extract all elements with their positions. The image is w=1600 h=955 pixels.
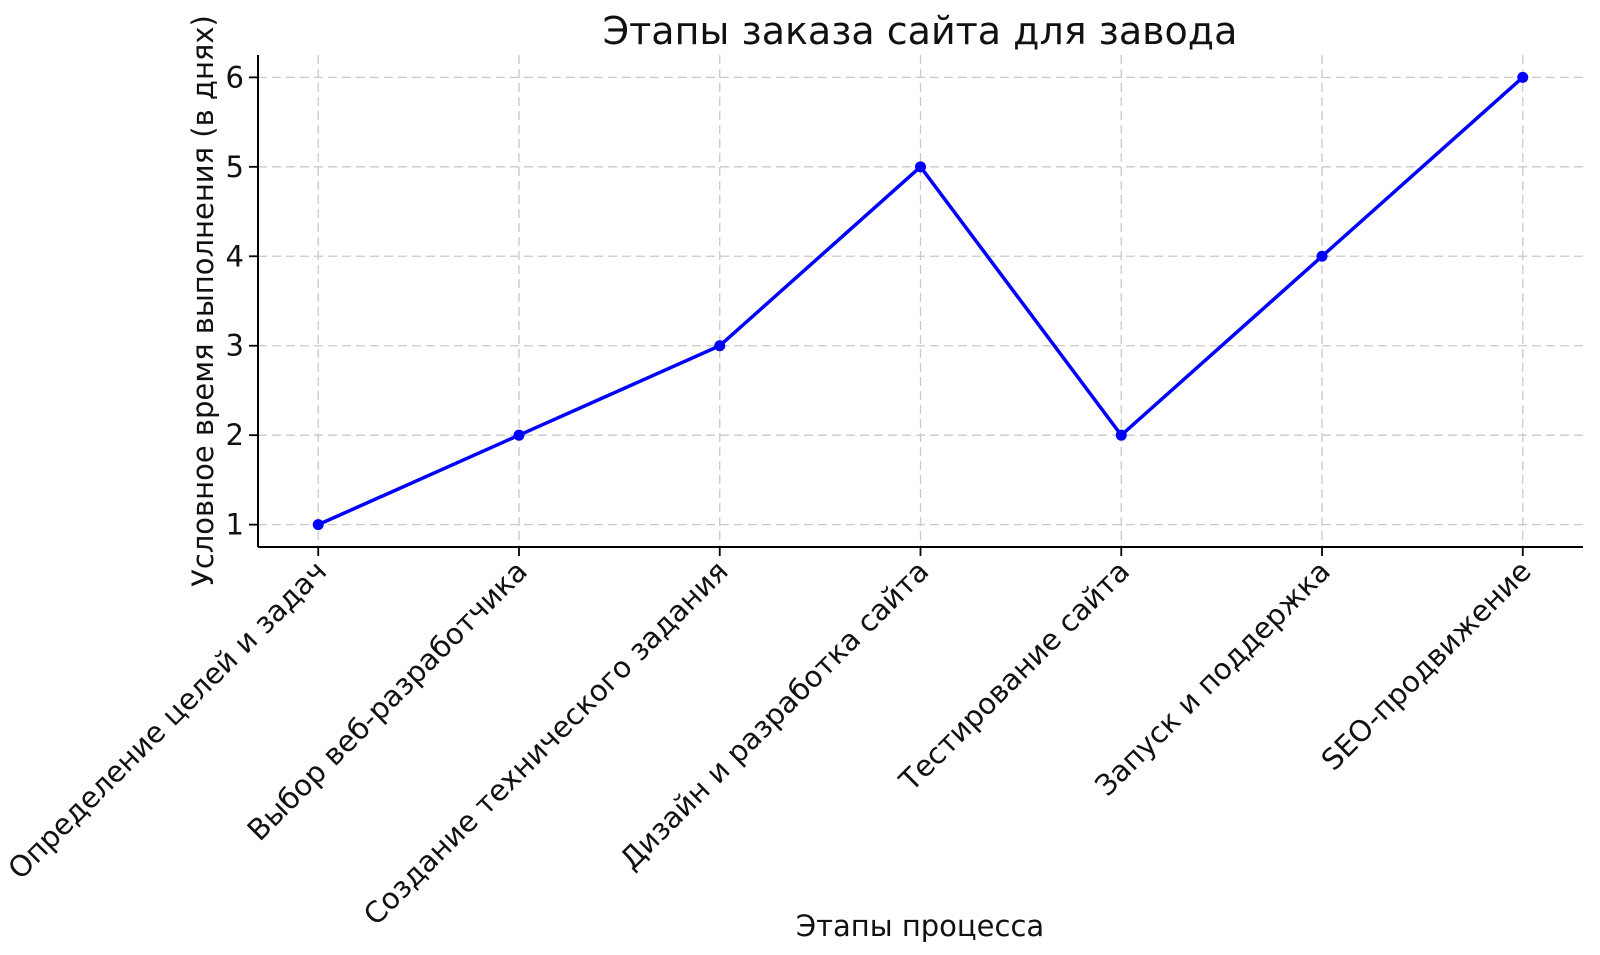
x-tick-label: SEO-продвижение (1315, 554, 1538, 777)
data-point (1316, 250, 1328, 262)
grid-lines (258, 55, 1583, 547)
data-point (513, 429, 525, 441)
data-point (312, 519, 324, 531)
x-tick-label: Определение целей и задач (1, 554, 333, 886)
y-tick-label: 3 (226, 329, 244, 363)
data-point (714, 340, 726, 352)
x-tick-label: Тестирование сайта (892, 554, 1136, 798)
y-tick-label: 1 (226, 508, 244, 542)
x-axis-label: Этапы процесса (796, 909, 1044, 943)
data-point (1517, 71, 1529, 83)
x-tick-label: Запуск и поддержка (1088, 554, 1337, 803)
chart-title: Этапы заказа сайта для завода (603, 9, 1238, 53)
y-tick-label: 5 (226, 150, 244, 184)
data-point (1115, 429, 1127, 441)
x-tick-label: Создание технического задания (357, 554, 735, 932)
y-axis-label: Условное время выполнения (в днях) (186, 15, 220, 587)
data-series (312, 71, 1529, 531)
data-point (915, 161, 926, 173)
y-tick-label: 6 (226, 60, 244, 94)
y-tick-label: 4 (226, 239, 244, 273)
y-tick-label: 2 (226, 418, 244, 452)
